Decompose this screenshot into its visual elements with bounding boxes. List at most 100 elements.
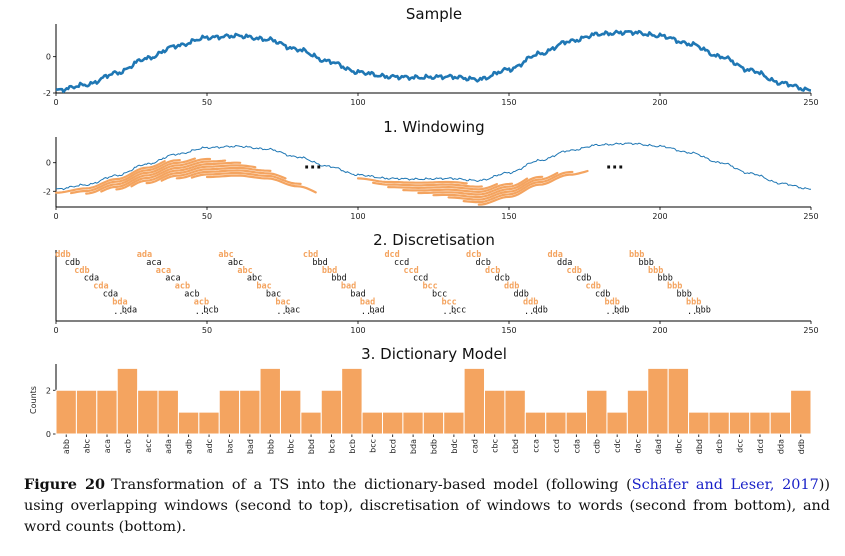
sample-plot [55, 29, 812, 94]
discretisation-word: dcb [466, 250, 481, 260]
dictionary-x-tick-label: bda [409, 439, 418, 454]
windowing-x-tick-label: 200 [652, 212, 667, 221]
dictionary-bar [157, 389, 179, 435]
dictionary-x-tick-label: abc [83, 439, 92, 453]
discretisation-axes: 0 50 100 150 200 250 [53, 250, 819, 335]
dictionary-x-tick-label: ddb [797, 439, 806, 454]
window-segment [447, 171, 559, 201]
window-segment [402, 182, 514, 194]
discretisation-x-tick-label: 50 [202, 326, 212, 335]
discretisation-word: aca [146, 258, 161, 268]
discretisation-ellipsis: ... [442, 307, 457, 317]
dictionary-bar [647, 367, 669, 435]
dictionary-bar [218, 389, 241, 435]
discretisation-word: acb [184, 290, 199, 300]
discretisation-word: bcc [432, 290, 447, 300]
dictionary-x-tick-label: dac [634, 439, 643, 453]
dictionary-y-tick-label: 2 [46, 386, 51, 395]
discretisation-word: cdb [74, 266, 89, 276]
discretisation-word: cda [84, 274, 99, 284]
dictionary-plot [55, 367, 812, 435]
discretisation-word: bbb [677, 290, 692, 300]
dictionary-x-tick-label: dcc [736, 439, 745, 453]
dictionary-bar [177, 411, 200, 435]
discretisation-word: bad [350, 290, 365, 300]
discretisation-word: ddb [504, 282, 519, 292]
window-segment [130, 161, 242, 188]
discretisation-word: bda [112, 297, 127, 307]
dictionary-x-tick-label: dcb [715, 439, 724, 454]
discretisation-word: cbd [303, 250, 318, 260]
dictionary-bar [688, 411, 710, 435]
sample-y-tick-label: -2 [43, 89, 51, 98]
discretisation-word: abc [218, 250, 233, 260]
windowing-y-tick-label: 0 [46, 159, 51, 168]
window-segment [70, 159, 181, 195]
dictionary-bar [341, 367, 363, 435]
discretisation-word: aca [165, 274, 180, 284]
discretisation-ellipsis: ... [687, 307, 702, 317]
window-segment [160, 166, 272, 182]
window-segment [356, 177, 468, 185]
citation-link[interactable]: Schäfer and Leser, 2017 [631, 477, 819, 493]
dictionary-bar [402, 411, 424, 435]
discretisation-word: bbb [629, 250, 644, 260]
discretisation-ellipsis: ... [113, 307, 128, 317]
dictionary-bar [239, 389, 261, 435]
windowing-x-tick-label: 250 [803, 212, 818, 221]
windowing-ellipsis: ... [606, 153, 624, 172]
dictionary-x-tick-label: bcd [389, 439, 398, 454]
dictionary-x-tick-label: dda [776, 439, 785, 454]
discretisation-word: cdb [567, 266, 582, 276]
window-segment [387, 183, 498, 191]
discretisation-ellipsis: ... [195, 307, 210, 317]
discretisation-word: bac [275, 297, 290, 307]
figure-caption: Figure 20 Transformation of a TS into the… [24, 474, 830, 538]
sample-x-tick-label: 0 [53, 98, 58, 107]
window-segment [462, 170, 574, 204]
discretisation-word: ddb [532, 305, 547, 315]
dictionary-x-tick-label: acc [144, 439, 153, 453]
dictionary-x-tick-label: adb [185, 439, 194, 454]
sample-x-tick-label: 100 [350, 98, 365, 107]
dictionary-bar [708, 411, 730, 435]
discretisation-word: bad [341, 282, 356, 292]
discretisation-word: ccd [403, 266, 418, 276]
dictionary-x-tick-label: cda [572, 439, 581, 453]
discretisation-x-tick-label: 150 [501, 326, 516, 335]
windowing-x-tick-label: 100 [350, 212, 365, 221]
dictionary-x-tick-label: bbd [307, 439, 316, 454]
discretisation-word: bbb [667, 282, 682, 292]
discretisation-word: bdb [605, 297, 620, 307]
panel-title-discretisation: 2. Discretisation [373, 231, 495, 249]
discretisation-word: dcb [475, 258, 490, 268]
dictionary-x-tick-label: cca [532, 439, 541, 453]
windowing-plot: ...... [54, 142, 811, 206]
dictionary-bar [259, 367, 281, 435]
windowing-x-tick-label: 50 [202, 212, 212, 221]
dictionary-bar [484, 389, 506, 435]
discretisation-word: cdb [65, 258, 80, 268]
discretisation-ellipsis: ... [361, 307, 376, 317]
discretisation-word: ada [137, 250, 152, 260]
discretisation-word: cda [93, 282, 108, 292]
dictionary-bar [565, 411, 588, 435]
dictionary-bar [769, 411, 792, 435]
window-segment [175, 169, 287, 180]
dictionary-bar [586, 389, 608, 435]
windowing-ellipsis: ... [304, 153, 322, 172]
discretisation-word: cdb [586, 282, 601, 292]
window-segment [100, 157, 212, 193]
dictionary-x-tick-label: ccd [552, 439, 561, 453]
dictionary-x-tick-label: aca [103, 439, 112, 453]
dictionary-bar [728, 411, 751, 435]
window-segment [417, 177, 529, 196]
discretisation-word: bac [285, 305, 300, 315]
dictionary-x-tick-label: dbd [695, 439, 704, 454]
dictionary-x-tick-label: bbb [266, 439, 275, 454]
discretisation-x-tick-label: 250 [803, 326, 818, 335]
window-segment [432, 175, 544, 199]
discretisation-word: dcd [384, 250, 399, 260]
windowing-x-tick-label: 0 [53, 212, 58, 221]
discretisation-word: bbd [331, 274, 346, 284]
